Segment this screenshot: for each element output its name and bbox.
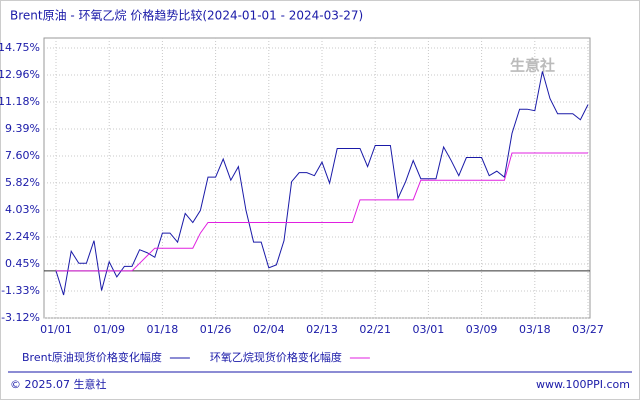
y-tick-label: 0.45% <box>5 257 40 270</box>
watermark: 生意社 <box>510 57 555 75</box>
legend-label: 环氧乙烷现货价格变化幅度 <box>210 350 342 364</box>
y-tick-label: 14.75% <box>0 41 40 54</box>
x-tick-label: 02/04 <box>253 323 285 336</box>
footer-right: www.100PPI.com <box>536 378 630 391</box>
series-line <box>55 71 589 296</box>
y-tick-label: 2.24% <box>5 230 40 243</box>
y-tick-label: -3.12% <box>1 311 40 324</box>
y-tick-label: 5.82% <box>5 176 40 189</box>
y-tick-label: 11.18% <box>0 95 40 108</box>
x-tick-label: 03/18 <box>519 323 551 336</box>
y-tick-label: -1.33% <box>1 284 40 297</box>
x-tick-label: 01/09 <box>93 323 125 336</box>
x-tick-label: 03/27 <box>572 323 604 336</box>
x-tick-label: 02/21 <box>359 323 391 336</box>
x-tick-label: 01/18 <box>147 323 179 336</box>
x-tick-label: 03/09 <box>466 323 498 336</box>
y-tick-label: 4.03% <box>5 203 40 216</box>
y-tick-label: 12.96% <box>0 68 40 81</box>
chart-title: Brent原油 - 环氧乙烷 价格趋势比较(2024-01-01 - 2024-… <box>10 8 363 23</box>
x-tick-label: 01/26 <box>200 323 232 336</box>
x-tick-label: 03/01 <box>413 323 445 336</box>
y-tick-label: 9.39% <box>5 122 40 135</box>
y-tick-label: 7.60% <box>5 149 40 162</box>
legend-label: Brent原油现货价格变化幅度 <box>22 350 162 364</box>
x-tick-label: 01/01 <box>40 323 72 336</box>
series-line <box>56 152 588 272</box>
x-tick-label: 02/13 <box>306 323 338 336</box>
footer-left: © 2025.07 生意社 <box>10 377 106 391</box>
